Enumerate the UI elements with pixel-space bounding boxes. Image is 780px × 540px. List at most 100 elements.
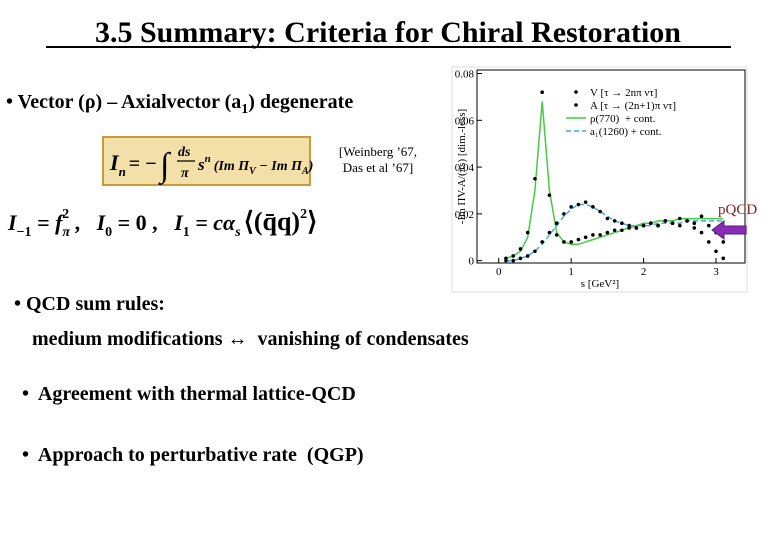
data-point xyxy=(649,221,653,226)
data-point xyxy=(533,176,537,181)
data-point xyxy=(554,233,559,237)
data-point xyxy=(583,200,588,204)
data-point xyxy=(612,228,617,233)
data-point xyxy=(706,240,711,244)
formula-part: π xyxy=(181,166,189,181)
data-point xyxy=(678,216,682,221)
superscript: n xyxy=(205,153,211,165)
formula: sn (Im ΠV − Im ΠA) xyxy=(197,153,313,177)
formula-part: ⟨(q̄q) xyxy=(244,207,300,236)
formula-part: s xyxy=(197,155,205,174)
x-tick-label: 3 xyxy=(713,266,719,278)
formula-part: = − xyxy=(129,153,157,175)
data-point xyxy=(634,226,639,230)
subscript: 1 xyxy=(183,225,190,240)
data-point xyxy=(591,233,595,237)
legend-label: A [τ → (2n+1)π ντ] xyxy=(590,100,676,112)
plot-frame xyxy=(476,69,746,264)
data-point xyxy=(685,219,689,223)
formula-part: I xyxy=(96,210,107,235)
subscript: 0 xyxy=(105,225,112,240)
superscript: 2 xyxy=(62,207,69,222)
y-tick-label: 0.04 xyxy=(455,162,475,174)
data-point xyxy=(562,240,566,244)
formula-part: I xyxy=(7,210,18,235)
data-point xyxy=(620,221,624,226)
data-point xyxy=(641,223,646,228)
data-point xyxy=(583,235,588,240)
data-point xyxy=(569,240,573,244)
formula-part: = 0 , xyxy=(112,210,174,235)
formula-part: , xyxy=(69,210,97,235)
subscript: V xyxy=(249,166,257,177)
bullet: • Approach to perturbative rate (QGP) xyxy=(22,444,364,466)
subscript: n xyxy=(119,164,126,179)
data-point xyxy=(598,209,602,214)
data-point xyxy=(569,205,573,209)
data-point xyxy=(721,256,726,261)
formula-part: (Im Π xyxy=(214,159,251,174)
citation: [Weinberg ’67, xyxy=(339,144,417,159)
subscript: 1 xyxy=(241,102,248,117)
integral: ∫ xyxy=(158,147,172,186)
legend-marker xyxy=(574,103,578,107)
formula-part: I xyxy=(173,210,184,235)
formula-part: ds xyxy=(178,145,191,160)
formula-part: = cα xyxy=(190,210,236,235)
data-point xyxy=(670,221,675,226)
data-point xyxy=(678,223,682,228)
x-tick-label: 0 xyxy=(496,266,502,278)
legend-label: V [τ → 2nπ ντ] xyxy=(590,87,657,99)
y-tick-label: 0 xyxy=(469,256,475,268)
data-point xyxy=(525,254,530,258)
legend-marker xyxy=(574,90,578,94)
plot-background xyxy=(451,66,748,293)
bullet: • QCD sum rules: xyxy=(14,293,165,315)
data-point xyxy=(511,258,516,263)
data-point xyxy=(518,256,523,261)
x-tick-label: 1 xyxy=(568,266,574,278)
y-axis-label: -Im ΠV-A/(πs) [dim.-less] xyxy=(456,109,468,224)
data-point xyxy=(692,226,697,230)
formula-part: I xyxy=(109,150,120,175)
data-point xyxy=(518,247,523,251)
data-point xyxy=(692,221,697,226)
data-point xyxy=(627,223,631,228)
y-tick-label: 0.02 xyxy=(455,209,474,221)
subscript: s xyxy=(234,225,241,240)
data-point xyxy=(547,230,552,235)
data-point xyxy=(547,193,552,197)
citation: Das et al ’67] xyxy=(343,160,413,175)
data-point xyxy=(605,216,610,221)
data-point xyxy=(540,90,544,95)
data-point xyxy=(504,258,508,263)
formula: In = − xyxy=(109,150,157,179)
data-point xyxy=(706,223,711,228)
data-point xyxy=(576,237,581,242)
bullet: • Agreement with thermal lattice-QCD xyxy=(22,383,356,405)
data-point xyxy=(591,205,595,209)
pqcd-arrow xyxy=(711,220,747,240)
formula-part: ⟩ xyxy=(307,207,317,236)
title: 3.5 Summary: Criteria for Chiral Restora… xyxy=(95,16,681,49)
data-point xyxy=(663,219,668,223)
superscript: 2 xyxy=(300,207,307,222)
pqcd-label: pQCD xyxy=(718,202,757,218)
x-axis-label: s [GeV²] xyxy=(581,278,619,290)
subscript: −1 xyxy=(17,225,32,240)
y-tick-label: 0.06 xyxy=(455,115,475,127)
formula-part: − Im Π xyxy=(256,159,303,174)
bullet-text: ) degenerate xyxy=(248,91,353,113)
data-point xyxy=(699,214,704,219)
legend-label: a₁(1260) + cont. xyxy=(590,126,662,138)
subscript: A xyxy=(301,166,309,177)
data-point xyxy=(525,230,530,235)
data-point xyxy=(533,249,537,254)
x-tick-label: 2 xyxy=(641,266,647,278)
bullet: • Vector (ρ) – Axialvector (a1) degenera… xyxy=(6,91,353,117)
subscript: π xyxy=(62,225,70,240)
data-point xyxy=(598,233,602,237)
data-point xyxy=(612,219,617,223)
data-point xyxy=(605,230,610,235)
